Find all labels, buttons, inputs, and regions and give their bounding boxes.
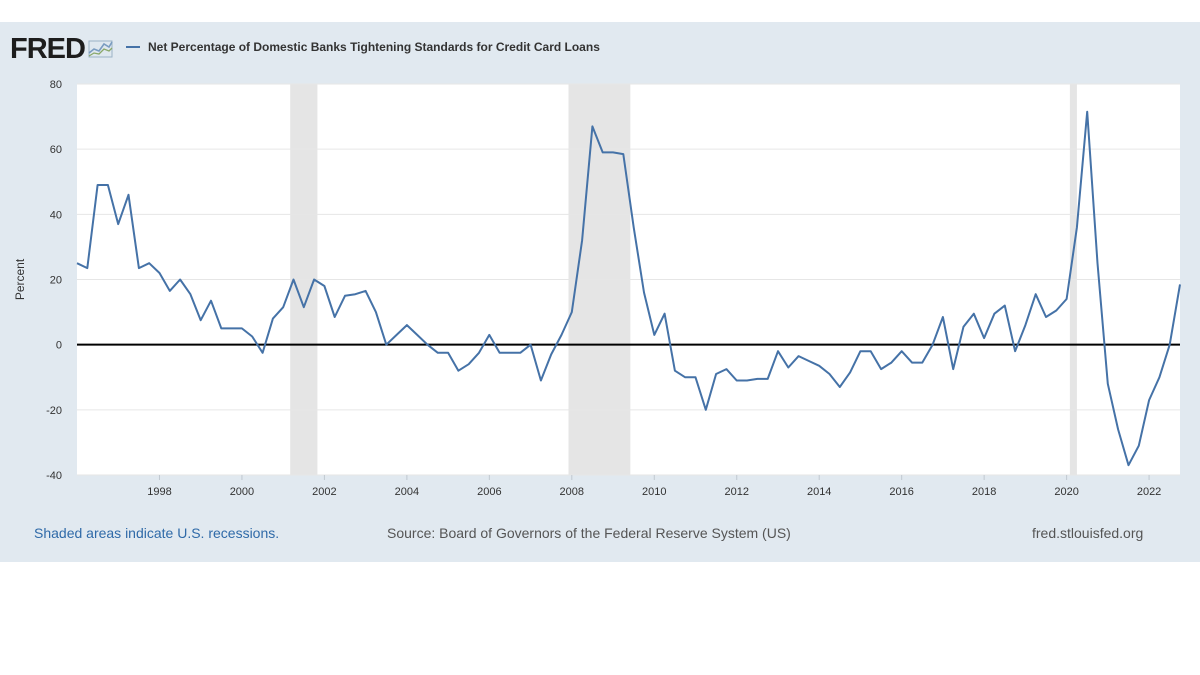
legend-swatch [126,46,140,48]
fred-url[interactable]: fred.stlouisfed.org [1032,525,1144,541]
x-tick-label: 2000 [230,486,254,498]
y-tick-label: 80 [50,79,62,91]
fred-logo[interactable]: FRED [10,34,114,64]
chart-line-icon [88,40,113,58]
y-tick-label: -40 [46,470,62,482]
x-tick-label: 2006 [477,486,501,498]
x-tick-label: 2008 [560,486,584,498]
x-tick-label: 2002 [312,486,336,498]
x-tick-label: 2022 [1137,486,1161,498]
x-tick-label: 1998 [147,486,171,498]
x-tick-label: 2016 [889,486,913,498]
y-tick-label: 0 [56,340,62,352]
x-tick-label: 2004 [395,486,419,498]
x-tick-label: 2014 [807,486,831,498]
source-note: Source: Board of Governors of the Federa… [387,525,791,541]
line-chart: -40 -20 0 20 40 60 80 1998 2000 2002 2004 2006 2008 2… [13,79,1181,498]
x-tick-label: 2010 [642,486,666,498]
y-tick-label: -20 [46,405,62,417]
x-tick-label: 2018 [972,486,996,498]
legend-label: Net Percentage of Domestic Banks Tighten… [148,40,600,54]
x-tick-label: 2020 [1054,486,1078,498]
chart-legend: Net Percentage of Domestic Banks Tighten… [126,38,600,56]
series-line [76,110,1181,467]
y-axis-title: Percent [13,258,27,300]
x-tick-label: 2012 [724,486,748,498]
fred-logo-text: FRED [10,33,86,65]
y-tick-label: 60 [50,144,62,156]
recession-note[interactable]: Shaded areas indicate U.S. recessions. [34,525,280,541]
y-tick-label: 40 [50,209,62,221]
fred-graph-panel: FRED Net Percentage of Domestic Banks Ti… [0,22,1200,562]
y-tick-label: 20 [50,275,62,287]
